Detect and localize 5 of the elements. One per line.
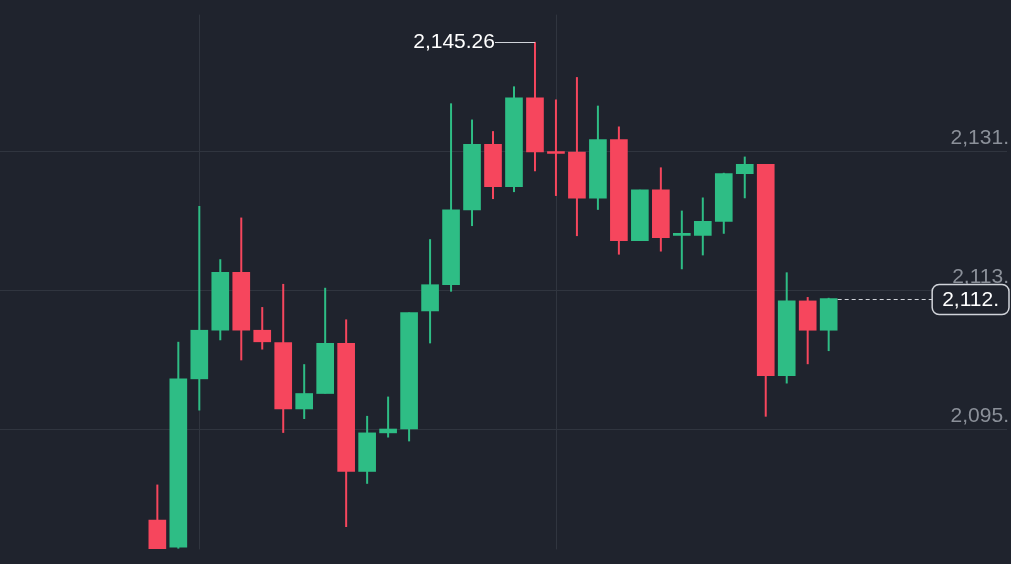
y-tick-label: 2,131. <box>950 124 1009 148</box>
annotation: 2,145.26 <box>413 28 495 52</box>
y-tick-label: 2,113. <box>952 263 1009 287</box>
ref-line-label: 2,112. <box>942 287 999 311</box>
y-tick-label: 2,095. <box>950 402 1009 426</box>
